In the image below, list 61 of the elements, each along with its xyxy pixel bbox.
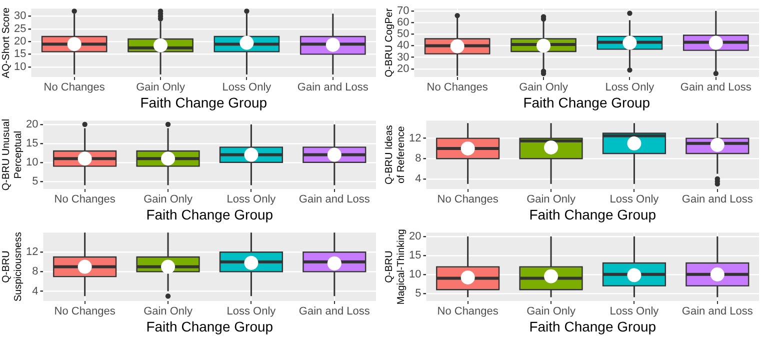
- x-tick-label: No Changes: [437, 194, 499, 206]
- x-axis-title: Faith Change Group: [146, 318, 274, 334]
- x-tick-label: Loss Only: [605, 82, 655, 94]
- y-tick-label: 15: [408, 249, 422, 262]
- y-tick-label: 10: [26, 156, 38, 168]
- y-tick-label: 20: [26, 118, 38, 130]
- y-tick-label: 20: [408, 230, 422, 242]
- x-tick-label: Gain and Loss: [297, 82, 369, 94]
- x-tick-label: Gain Only: [144, 194, 193, 206]
- y-tick-label: 12: [408, 132, 422, 144]
- y-axis-title: Q-BRU Ideas of Reference: [384, 125, 407, 185]
- x-tick-label: Gain and Loss: [682, 194, 754, 206]
- y-tick-label: 15: [14, 48, 26, 60]
- x-tick-label: Gain Only: [526, 194, 576, 206]
- y-tick-label: 15: [26, 137, 38, 150]
- y-tick-label: 10: [408, 268, 422, 280]
- y-tick-label: 25: [14, 22, 26, 35]
- y-axis-title: Q-BRU Suspiciousness: [0, 232, 24, 302]
- x-tick-label: Loss Only: [610, 194, 660, 206]
- y-tick-label: 8: [32, 266, 38, 278]
- x-axis-title: Faith Change Group: [529, 318, 656, 334]
- x-axis-title: Faith Change Group: [146, 206, 274, 222]
- x-tick-label: Loss Only: [226, 306, 276, 318]
- y-tick-label: 4: [415, 172, 422, 185]
- x-tick-label: No Changes: [54, 194, 116, 206]
- x-tick-label: No Changes: [437, 306, 499, 318]
- x-axis-title: Faith Change Group: [140, 94, 268, 110]
- x-tick-label: Gain and Loss: [682, 306, 754, 318]
- x-tick-label: Gain Only: [519, 82, 568, 94]
- y-tick-label: 4: [32, 285, 38, 298]
- y-axis-title: Q-BRU CogPer: [384, 8, 395, 78]
- y-tick-label: 20: [14, 36, 26, 48]
- y-axis-title: Q-BRU Unusual Perceptual: [0, 118, 24, 191]
- x-tick-label: No Changes: [44, 82, 106, 94]
- x-tick-label: Loss Only: [610, 306, 660, 318]
- y-tick-label: 20: [396, 62, 410, 75]
- x-tick-label: Gain and Loss: [298, 194, 370, 206]
- x-tick-label: Gain and Loss: [298, 306, 370, 318]
- y-tick-label: 30: [396, 51, 410, 64]
- y-axis-title: AQ-Short Score: [0, 7, 12, 78]
- y-tick-label: 60: [396, 16, 410, 29]
- y-tick-label: 8: [415, 152, 422, 165]
- y-tick-label: 5: [32, 175, 38, 188]
- y-tick-label: 10: [14, 60, 26, 73]
- x-tick-label: No Changes: [426, 82, 488, 94]
- x-tick-label: No Changes: [54, 306, 116, 318]
- x-tick-label: Gain Only: [144, 306, 193, 318]
- x-tick-label: Loss Only: [226, 194, 276, 206]
- y-tick-label: 50: [396, 28, 410, 40]
- x-axis-title: Faith Change Group: [523, 94, 650, 110]
- y-tick-label: 30: [14, 10, 26, 22]
- x-tick-label: Gain and Loss: [680, 82, 752, 94]
- y-axis-title: Q-BRU Magical-Thinking: [384, 229, 407, 305]
- x-axis-title: Faith Change Group: [529, 206, 656, 222]
- x-tick-label: Gain Only: [526, 306, 576, 318]
- y-tick-label: 5: [415, 287, 422, 300]
- y-tick-label: 40: [396, 40, 410, 52]
- y-tick-label: 12: [26, 246, 38, 258]
- y-tick-label: 70: [396, 4, 410, 17]
- x-tick-label: Loss Only: [222, 82, 272, 94]
- x-tick-label: Gain Only: [136, 82, 186, 94]
